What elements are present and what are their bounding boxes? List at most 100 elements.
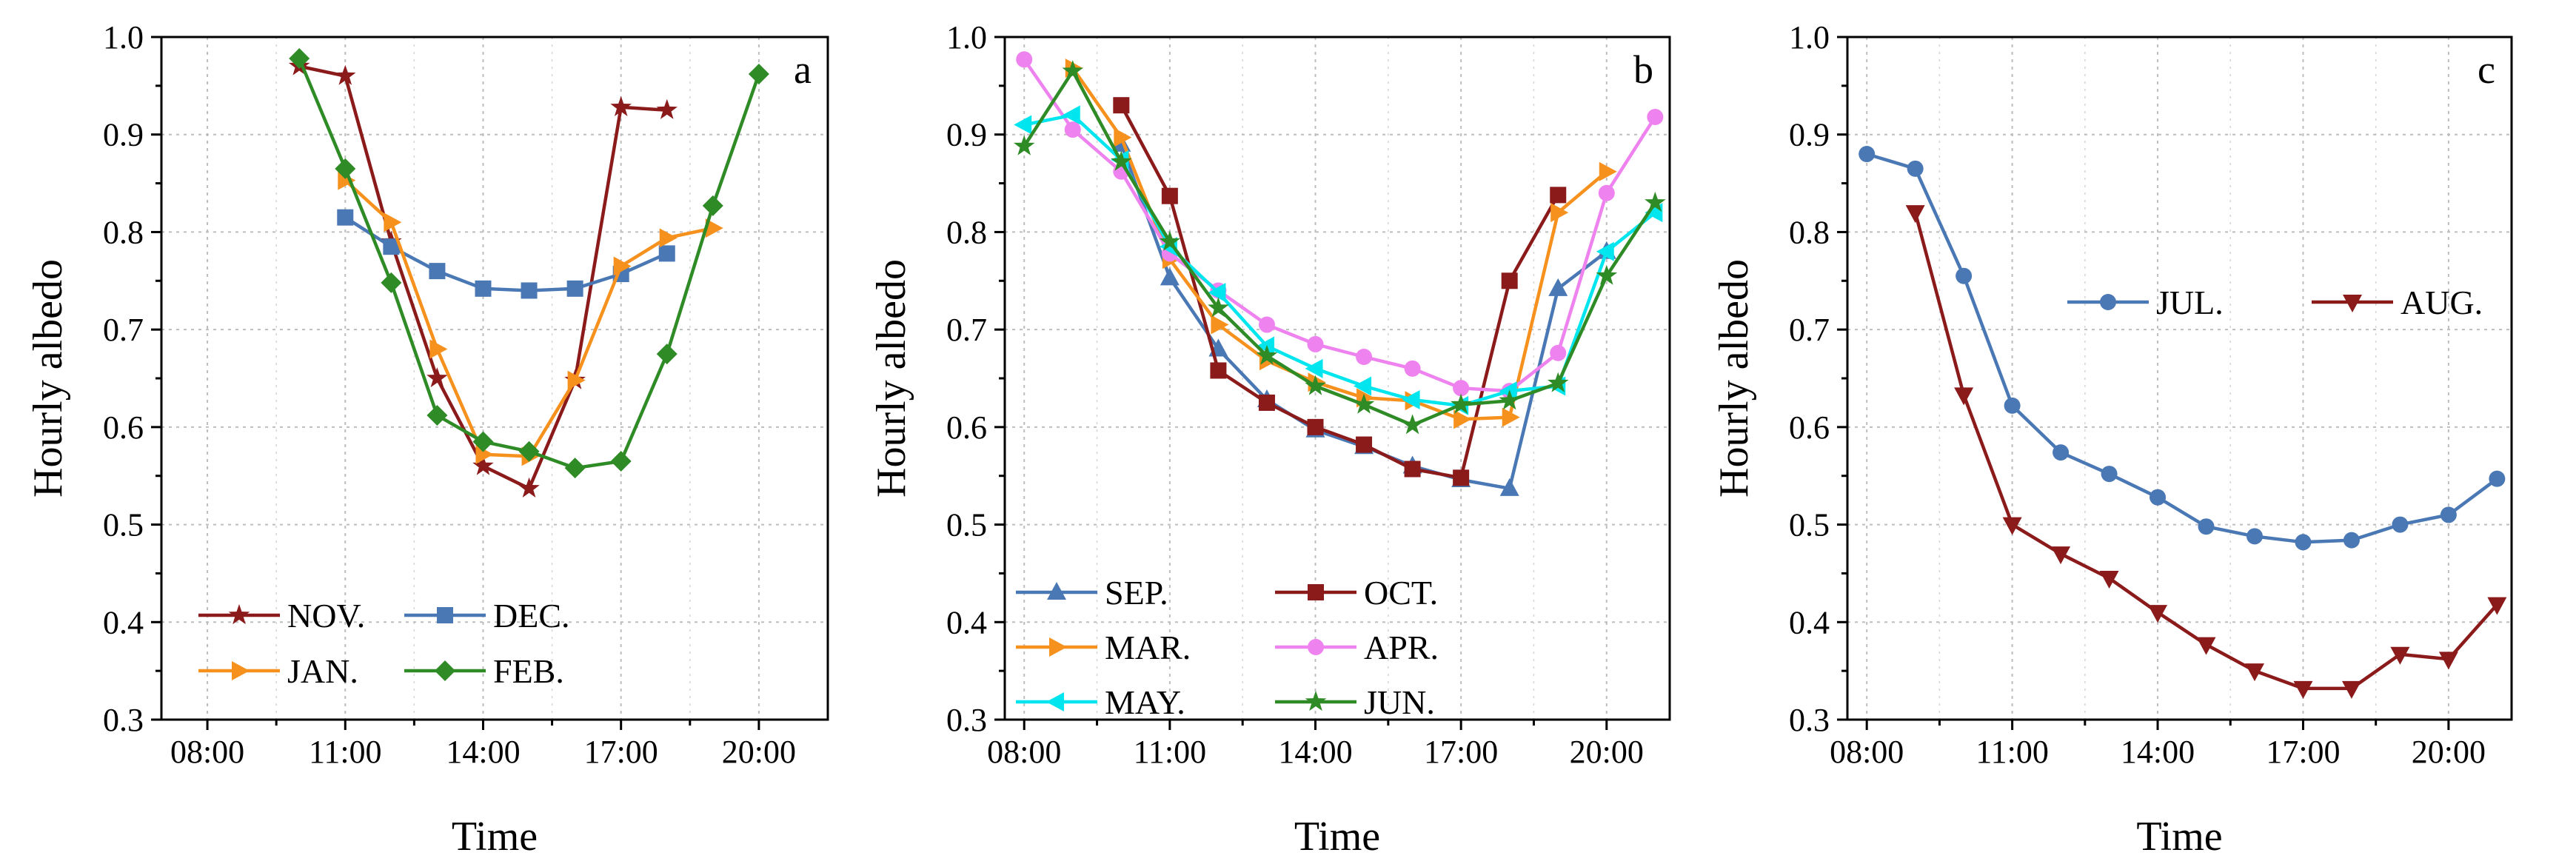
data-point: [1114, 127, 1132, 147]
data-point: [702, 195, 723, 216]
data-point: [1453, 380, 1470, 397]
data-point: [1113, 97, 1130, 114]
data-point: [1307, 335, 1324, 352]
y-tick-label: 0.8: [1789, 214, 1830, 250]
x-tick-label: 17:00: [1424, 734, 1498, 770]
legend-label: JAN.: [287, 652, 358, 690]
data-point: [1402, 414, 1423, 435]
data-point: [2293, 680, 2313, 699]
x-tick-label: 20:00: [722, 734, 796, 770]
y-tick-label: 0.9: [103, 117, 144, 153]
x-tick-label: 20:00: [1570, 734, 1644, 770]
data-point: [1956, 267, 1973, 284]
x-axis-title: Time: [452, 814, 538, 860]
y-tick-label: 0.3: [1789, 702, 1830, 738]
data-point: [1062, 105, 1080, 125]
y-tick-label: 0.9: [946, 117, 987, 153]
data-point: [1404, 360, 1421, 377]
data-point: [1353, 393, 1375, 414]
plot-frame: [1846, 36, 2513, 721]
legend-swatch-marker: [1305, 691, 1327, 711]
series-jul: [1859, 146, 2506, 551]
x-tick-label: 14:00: [446, 734, 520, 770]
data-point: [337, 209, 354, 226]
x-tick-label: 11:00: [1976, 734, 2049, 770]
data-point: [659, 228, 678, 248]
data-point: [289, 47, 310, 69]
y-tick-label: 1.0: [946, 19, 987, 56]
legend-label: APR.: [1364, 629, 1439, 666]
data-point: [610, 450, 632, 472]
data-point: [472, 455, 494, 475]
panel-a: 08:00 11:00 14:00 17:00 20:00 0.3 0.4 0.5 0.6 0.7…: [25, 19, 829, 860]
y-tick-label: 0.5: [1789, 507, 1830, 543]
data-point: [335, 158, 356, 179]
legend: NOV. DEC. JAN. FEB.: [198, 597, 570, 690]
x-tick-label: 08:00: [987, 734, 1061, 770]
y-tick-label: 0.4: [946, 604, 987, 640]
data-point: [2196, 637, 2216, 655]
y-axis-title: Hourly albedo: [869, 259, 914, 498]
data-point: [1062, 60, 1083, 81]
data-point: [384, 212, 402, 232]
data-point: [1016, 51, 1033, 68]
data-point: [1258, 316, 1275, 333]
data-point: [1258, 394, 1275, 411]
data-point: [2246, 528, 2263, 545]
data-point: [1548, 372, 1569, 392]
series-line: [1023, 69, 1657, 427]
data-point: [429, 263, 446, 280]
legend-label: JUL.: [2156, 284, 2224, 321]
data-point: [2099, 571, 2119, 589]
panel-c: 08:00 11:00 14:00 17:00 20:00 0.3 0.4 0.5 0.6 0.7…: [1711, 19, 2513, 860]
y-tick-label: 0.6: [103, 409, 144, 446]
y-tick-label: 0.7: [1789, 312, 1830, 348]
data-point: [1210, 362, 1227, 379]
data-point: [610, 96, 632, 116]
panel-label: b: [1633, 47, 1653, 92]
legend-label: FEB.: [493, 652, 564, 690]
data-point: [2390, 646, 2410, 665]
plot-frame: [1003, 36, 1671, 721]
data-point: [1161, 187, 1178, 204]
data-point: [1907, 160, 1924, 177]
data-point: [1599, 161, 1617, 181]
data-point: [1499, 381, 1517, 401]
legend-label: AUG.: [2401, 284, 2483, 321]
series-aug: [1905, 205, 2507, 699]
data-point: [2244, 663, 2264, 682]
legend-swatch-marker: [1308, 584, 1324, 600]
x-tick-label: 11:00: [1134, 734, 1207, 770]
data-point: [1014, 135, 1035, 155]
y-tick-label: 0.6: [1789, 409, 1830, 446]
panel-label: a: [794, 47, 812, 92]
y-axis-title: Hourly albedo: [25, 259, 71, 498]
data-point: [1402, 389, 1420, 409]
legend-swatch-marker: [1046, 692, 1064, 711]
x-tick-label: 14:00: [1278, 734, 1352, 770]
data-point: [2150, 489, 2167, 506]
x-tick-label: 08:00: [1830, 734, 1904, 770]
data-point: [1905, 205, 1925, 224]
data-point: [1450, 393, 1472, 414]
legend: JUL. AUG.: [2067, 284, 2483, 321]
data-point: [1356, 436, 1373, 453]
y-tick-label: 0.8: [946, 214, 987, 250]
legend-label: MAY.: [1105, 683, 1185, 721]
x-tick-label: 14:00: [2121, 734, 2195, 770]
data-point: [1159, 230, 1181, 251]
y-tick-label: 0.6: [946, 409, 987, 446]
data-point: [2051, 546, 2071, 565]
y-tick-label: 0.3: [103, 702, 144, 738]
panel-label: c: [2478, 47, 2495, 92]
legend-label: MAR.: [1105, 629, 1191, 666]
data-point: [518, 477, 540, 498]
data-point: [429, 339, 448, 359]
data-point: [1208, 283, 1226, 303]
legend-label: SEP.: [1105, 574, 1168, 612]
data-point: [426, 405, 448, 426]
legend-label: DEC.: [493, 597, 570, 634]
y-tick-label: 0.5: [103, 507, 144, 543]
y-tick-label: 0.5: [946, 507, 987, 543]
data-point: [2002, 517, 2022, 535]
